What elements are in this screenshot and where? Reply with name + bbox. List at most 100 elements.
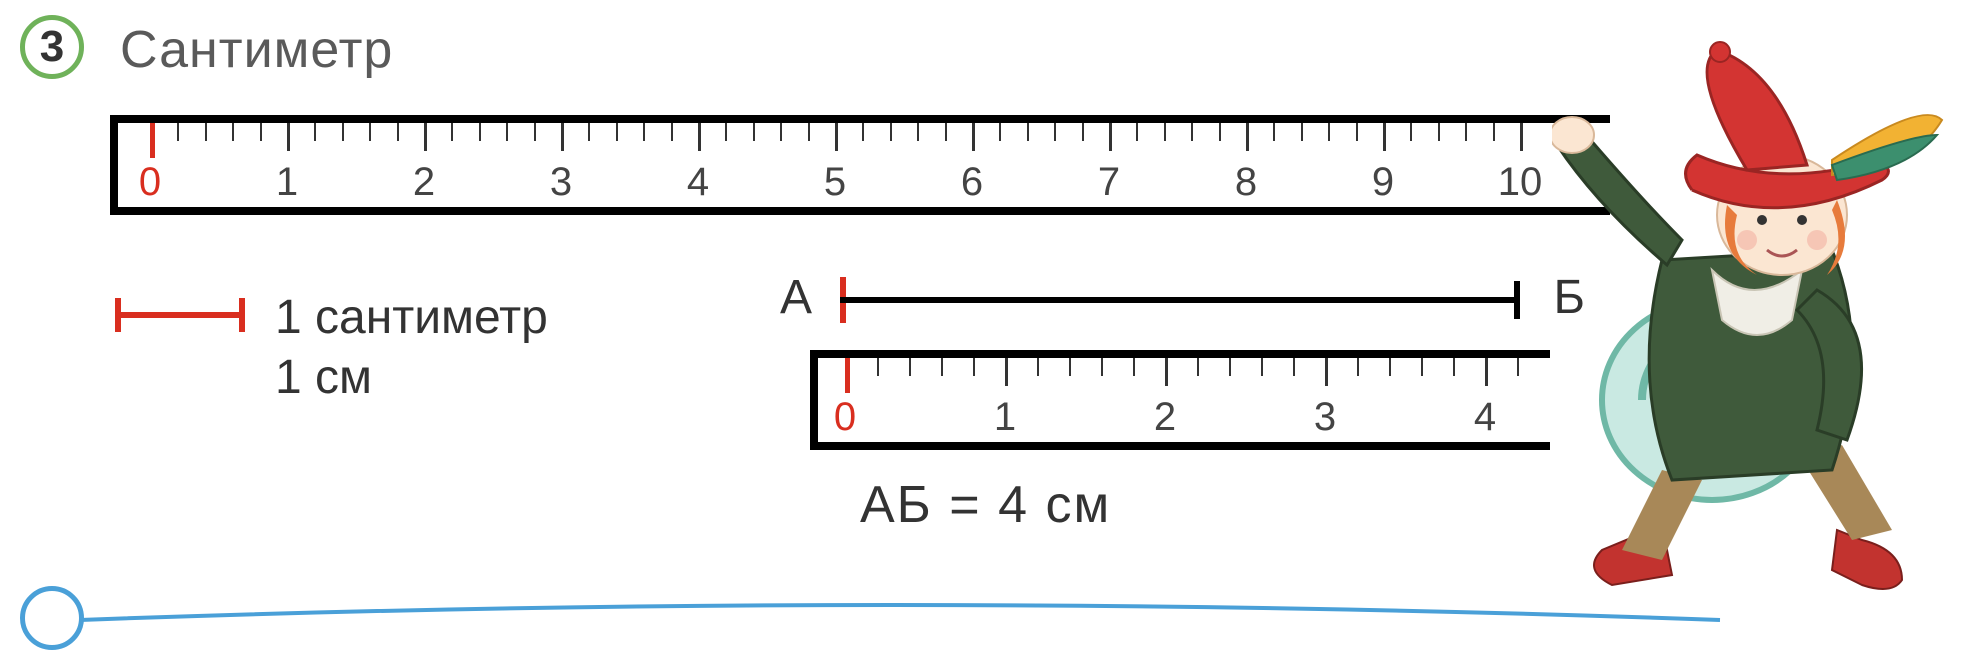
ruler-tick-minor bbox=[862, 123, 864, 141]
ruler-tick-minor bbox=[1136, 123, 1138, 141]
segment-label-a: А bbox=[780, 270, 812, 325]
ruler-label: 2 bbox=[413, 160, 435, 205]
ruler-label: 3 bbox=[550, 160, 572, 205]
equation-text: АБ = 4 см bbox=[860, 475, 1111, 535]
ruler-tick-major bbox=[1246, 123, 1249, 151]
character-illustration bbox=[1552, 40, 1952, 600]
ruler-tick-major bbox=[1109, 123, 1112, 151]
ruler-tick-minor bbox=[369, 123, 371, 141]
bottom-curve bbox=[40, 585, 1740, 625]
ruler-label: 5 bbox=[824, 160, 846, 205]
ruler-tick-minor bbox=[945, 123, 947, 141]
ruler-small-label: 1 bbox=[994, 395, 1016, 440]
ruler-tick-minor bbox=[725, 123, 727, 141]
ruler-small-frame-top bbox=[810, 350, 1550, 358]
unit-marker: 1 сантиметр 1 см bbox=[115, 288, 548, 408]
unit-segment-end-right bbox=[239, 298, 245, 332]
ruler-tick-minor bbox=[999, 123, 1001, 141]
ruler-small-tick-major bbox=[1325, 358, 1328, 386]
ruler-small-label: 3 bbox=[1314, 395, 1336, 440]
ruler-small: 0 1 2 3 4 bbox=[810, 350, 1550, 450]
ruler-tick-minor bbox=[314, 123, 316, 141]
ruler-tick-minor bbox=[616, 123, 618, 141]
ruler-label: 1 bbox=[276, 160, 298, 205]
segment-end-b bbox=[1514, 281, 1520, 319]
ruler-tick-minor bbox=[1356, 123, 1358, 141]
ruler-label: 6 bbox=[961, 160, 983, 205]
ruler-small-tick-major bbox=[1485, 358, 1488, 386]
ruler-tick-minor bbox=[1328, 123, 1330, 141]
segment-bar bbox=[840, 297, 1520, 303]
ruler-tick-minor bbox=[808, 123, 810, 141]
ruler-small-tick-minor bbox=[1293, 358, 1295, 376]
ruler-tick-minor bbox=[890, 123, 892, 141]
task-number-badge: 3 bbox=[20, 15, 84, 79]
ruler-tick-minor bbox=[671, 123, 673, 141]
ruler-tick-minor bbox=[643, 123, 645, 141]
ruler-label: 4 bbox=[687, 160, 709, 205]
unit-text-line1: 1 сантиметр bbox=[275, 288, 548, 348]
ruler-small-tick-minor bbox=[1229, 358, 1231, 376]
ruler-small-tick-minor bbox=[1517, 358, 1519, 376]
ruler-small-zero-tick bbox=[845, 358, 850, 393]
ruler-tick-major bbox=[561, 123, 564, 151]
ruler-small-tick-minor bbox=[1357, 358, 1359, 376]
ruler-tick-minor bbox=[780, 123, 782, 141]
ruler-small-tick-minor bbox=[1133, 358, 1135, 376]
ruler-small-tick-minor bbox=[877, 358, 879, 376]
ruler-tick-major bbox=[1383, 123, 1386, 151]
ruler-label: 9 bbox=[1372, 160, 1394, 205]
ruler-tick-major bbox=[287, 123, 290, 151]
ruler-tick-minor bbox=[588, 123, 590, 141]
ruler-tick-minor bbox=[1301, 123, 1303, 141]
ruler-tick-minor bbox=[917, 123, 919, 141]
ruler-tick-minor bbox=[397, 123, 399, 141]
ruler-small-tick-major bbox=[1005, 358, 1008, 386]
ruler-small-label: 2 bbox=[1154, 395, 1176, 440]
ruler-tick-minor bbox=[451, 123, 453, 141]
unit-text-line2: 1 см bbox=[275, 348, 548, 408]
ruler-small-tick-minor bbox=[1197, 358, 1199, 376]
ruler-label: 8 bbox=[1235, 160, 1257, 205]
ruler-small-tick-minor bbox=[909, 358, 911, 376]
ruler-small-tick-minor bbox=[1421, 358, 1423, 376]
ruler-small-tick-minor bbox=[941, 358, 943, 376]
ruler-tick-major bbox=[972, 123, 975, 151]
ruler-tick-major bbox=[835, 123, 838, 151]
ruler-tick-minor bbox=[1164, 123, 1166, 141]
ruler-frame-top bbox=[110, 115, 1610, 123]
task-title: Сантиметр bbox=[120, 20, 393, 80]
ruler-tick-minor bbox=[534, 123, 536, 141]
ruler-tick-minor bbox=[1273, 123, 1275, 141]
ruler-small-tick-minor bbox=[1389, 358, 1391, 376]
ruler-tick-minor bbox=[1191, 123, 1193, 141]
ruler-tick-minor bbox=[260, 123, 262, 141]
ruler-label: 7 bbox=[1098, 160, 1120, 205]
ruler-tick-minor bbox=[753, 123, 755, 141]
unit-text-block: 1 сантиметр 1 см bbox=[275, 288, 548, 408]
task-number-text: 3 bbox=[40, 22, 64, 72]
ruler-tick-minor bbox=[1027, 123, 1029, 141]
ruler-tick-minor bbox=[232, 123, 234, 141]
ruler-tick-minor bbox=[1465, 123, 1467, 141]
ruler-tick-minor bbox=[342, 123, 344, 141]
ruler-small-label: 4 bbox=[1474, 395, 1496, 440]
ruler-label: 0 bbox=[139, 160, 161, 205]
ruler-zero-tick bbox=[150, 123, 155, 158]
ruler-small-tick-minor bbox=[1101, 358, 1103, 376]
ruler-frame-bottom bbox=[110, 207, 1610, 215]
ruler-small-frame-left bbox=[810, 350, 818, 450]
ruler-tick-minor bbox=[177, 123, 179, 141]
ruler-small-frame-bottom bbox=[810, 442, 1550, 450]
ruler-frame-left bbox=[110, 115, 118, 215]
ruler-tick-major bbox=[698, 123, 701, 151]
ruler-tick-minor bbox=[205, 123, 207, 141]
ruler-tick-minor bbox=[1054, 123, 1056, 141]
ruler-tick-major bbox=[1520, 123, 1523, 151]
ruler-tick-minor bbox=[1438, 123, 1440, 141]
ruler-small-tick-minor bbox=[1069, 358, 1071, 376]
ruler-large: 012345678910 bbox=[110, 115, 1610, 215]
ruler-tick-minor bbox=[1082, 123, 1084, 141]
ruler-small-label: 0 bbox=[834, 395, 856, 440]
ruler-tick-minor bbox=[1493, 123, 1495, 141]
